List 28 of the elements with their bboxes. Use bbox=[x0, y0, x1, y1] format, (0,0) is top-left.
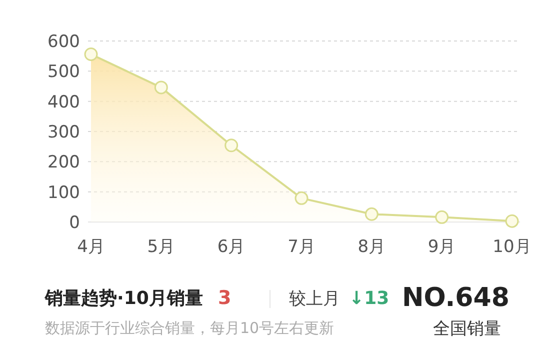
y-tick-label: 100 bbox=[48, 182, 80, 203]
y-tick-label: 0 bbox=[69, 213, 80, 233]
x-tick-label: 8月 bbox=[358, 237, 386, 257]
x-tick-label: 4月 bbox=[77, 237, 105, 257]
y-tick-label: 500 bbox=[48, 62, 80, 82]
point bbox=[505, 214, 519, 228]
text: 销量趋势·10月销量 bbox=[44, 288, 203, 309]
point bbox=[224, 138, 238, 152]
text: 3 bbox=[218, 287, 232, 309]
x-tick-label: 7月 bbox=[288, 237, 316, 257]
x-tick-label: 9月 bbox=[428, 237, 456, 257]
y-tick-label: 600 bbox=[48, 32, 80, 52]
x-tick-label: 5月 bbox=[147, 237, 176, 257]
text: 数据源于行业综合销量，每月10号左右更新 bbox=[45, 319, 334, 337]
point bbox=[84, 48, 98, 62]
y-tick-label: 200 bbox=[48, 152, 80, 173]
text: 全国销量 bbox=[433, 319, 501, 339]
x-tick-label: 10月 bbox=[492, 237, 532, 257]
text: 较上月 bbox=[289, 289, 340, 309]
x-tick-label: 6月 bbox=[217, 237, 246, 257]
point bbox=[364, 207, 378, 221]
text: ↓13 bbox=[349, 288, 390, 309]
y-tick-label: 300 bbox=[48, 122, 80, 142]
text: NO.648 bbox=[402, 283, 510, 313]
point bbox=[294, 191, 308, 205]
y-tick-label: 400 bbox=[48, 92, 80, 112]
point bbox=[435, 210, 449, 224]
point bbox=[154, 80, 168, 94]
